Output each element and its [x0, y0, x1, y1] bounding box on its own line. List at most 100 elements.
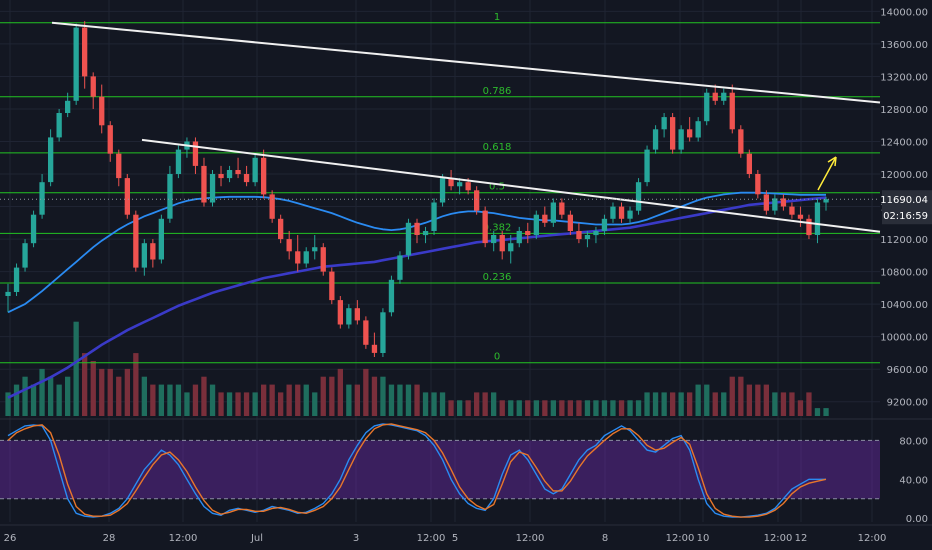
volume-bar-48 [414, 384, 420, 416]
candle-body-40 [346, 308, 352, 325]
candle-47 [405, 218, 412, 260]
fib-label-5: 0.236 [483, 272, 512, 283]
volume-bar-56 [482, 392, 488, 416]
price-tick-label-8: 10800.00 [880, 268, 928, 279]
candle-1 [13, 263, 20, 297]
volume-bar-77 [661, 392, 667, 416]
candle-body-89 [763, 194, 769, 211]
price-tick-label-11: 9600.00 [887, 365, 928, 376]
candle-30 [261, 149, 267, 199]
candle-body-14 [124, 178, 130, 215]
price-tick-label-4: 12400.00 [880, 138, 928, 149]
volume-bar-16 [141, 376, 147, 416]
volume-bar-37 [320, 376, 326, 416]
candle-body-80 [687, 129, 693, 138]
candle-74 [635, 178, 642, 215]
candle-91 [780, 194, 787, 211]
candle-body-95 [814, 202, 821, 235]
volume-bar-58 [499, 400, 505, 416]
volume-bar-55 [474, 392, 480, 416]
candle-body-77 [661, 117, 667, 130]
candle-24 [209, 169, 216, 207]
candle-55 [474, 186, 480, 215]
candle-body-82 [704, 92, 710, 122]
candle-89 [763, 190, 769, 215]
volume-bar-34 [295, 384, 301, 416]
candle-body-93 [797, 214, 804, 219]
candle-body-78 [670, 117, 676, 150]
candle-body-59 [508, 243, 514, 252]
candle-75 [644, 145, 650, 187]
candle-43 [371, 332, 378, 358]
volume-bar-64 [550, 400, 556, 416]
candle-body-13 [116, 153, 122, 179]
axes: 14000.0013600.0013200.0012800.0012400.00… [0, 7, 932, 544]
candle-14 [124, 174, 130, 219]
candle-22 [192, 137, 199, 175]
trendlines [0, 21, 881, 233]
candle-body-94 [806, 218, 812, 236]
candle-body-83 [712, 92, 718, 101]
candle-body-22 [192, 141, 199, 166]
candle-94 [806, 214, 812, 240]
candle-82 [704, 88, 710, 126]
candle-18 [158, 214, 164, 264]
candle-body-76 [652, 129, 659, 150]
fib-label-1: 0.786 [483, 86, 512, 97]
candle-body-41 [354, 308, 360, 321]
candle-70 [601, 214, 608, 236]
volume-bar-21 [184, 392, 190, 416]
volume-bar-83 [712, 392, 718, 416]
volume-bar-3 [30, 384, 37, 416]
candle-4 [39, 174, 45, 219]
candle-body-9 [82, 27, 88, 77]
volume-bar-7 [65, 376, 71, 416]
volume-bar-36 [312, 392, 318, 416]
time-tick-label-8: 8 [602, 533, 608, 544]
candle-body-11 [99, 96, 105, 126]
price-tick-label-2: 13200.00 [880, 72, 928, 83]
candle-78 [670, 113, 676, 154]
candle-body-25 [218, 174, 224, 179]
candle-96 [823, 196, 829, 211]
volume-bar-73 [627, 400, 633, 416]
candle-67 [576, 222, 582, 244]
volume-bar-39 [337, 368, 343, 416]
price-badge-bg [882, 190, 932, 225]
candle-body-7 [65, 100, 71, 113]
candle-15 [133, 210, 139, 272]
candle-93 [797, 206, 804, 227]
candle-body-56 [482, 210, 488, 244]
candle-body-90 [772, 198, 778, 211]
candle-56 [482, 206, 488, 248]
volume-bar-65 [559, 400, 565, 416]
candle-body-12 [107, 125, 113, 154]
volume-bar-10 [90, 361, 96, 416]
volume-bar-28 [243, 392, 250, 416]
volume-bar-79 [678, 392, 684, 416]
volume-bar-71 [610, 400, 616, 416]
candle-86 [738, 125, 744, 158]
candle-2 [22, 239, 28, 272]
volume-bar-70 [601, 400, 608, 416]
candle-body-42 [363, 320, 369, 345]
oscillator-panel [0, 418, 932, 518]
time-tick-label-6: 5 [452, 533, 458, 544]
candle-92 [789, 202, 795, 219]
fib-label-6: 0 [494, 352, 500, 363]
candle-58 [499, 230, 505, 260]
volume-bar-12 [107, 368, 113, 416]
candle-body-48 [414, 222, 420, 235]
candle-body-39 [337, 300, 343, 325]
candle-72 [618, 202, 625, 223]
volume-bar-38 [329, 376, 335, 416]
candle-31 [269, 190, 275, 223]
price-tick-label-0: 14000.00 [880, 7, 928, 18]
candle-64 [550, 198, 556, 227]
time-tick-label-1: 28 [103, 533, 116, 544]
candle-body-73 [627, 210, 633, 219]
candle-body-64 [550, 202, 556, 223]
candle-13 [116, 149, 122, 187]
volume-bar-63 [542, 400, 548, 416]
